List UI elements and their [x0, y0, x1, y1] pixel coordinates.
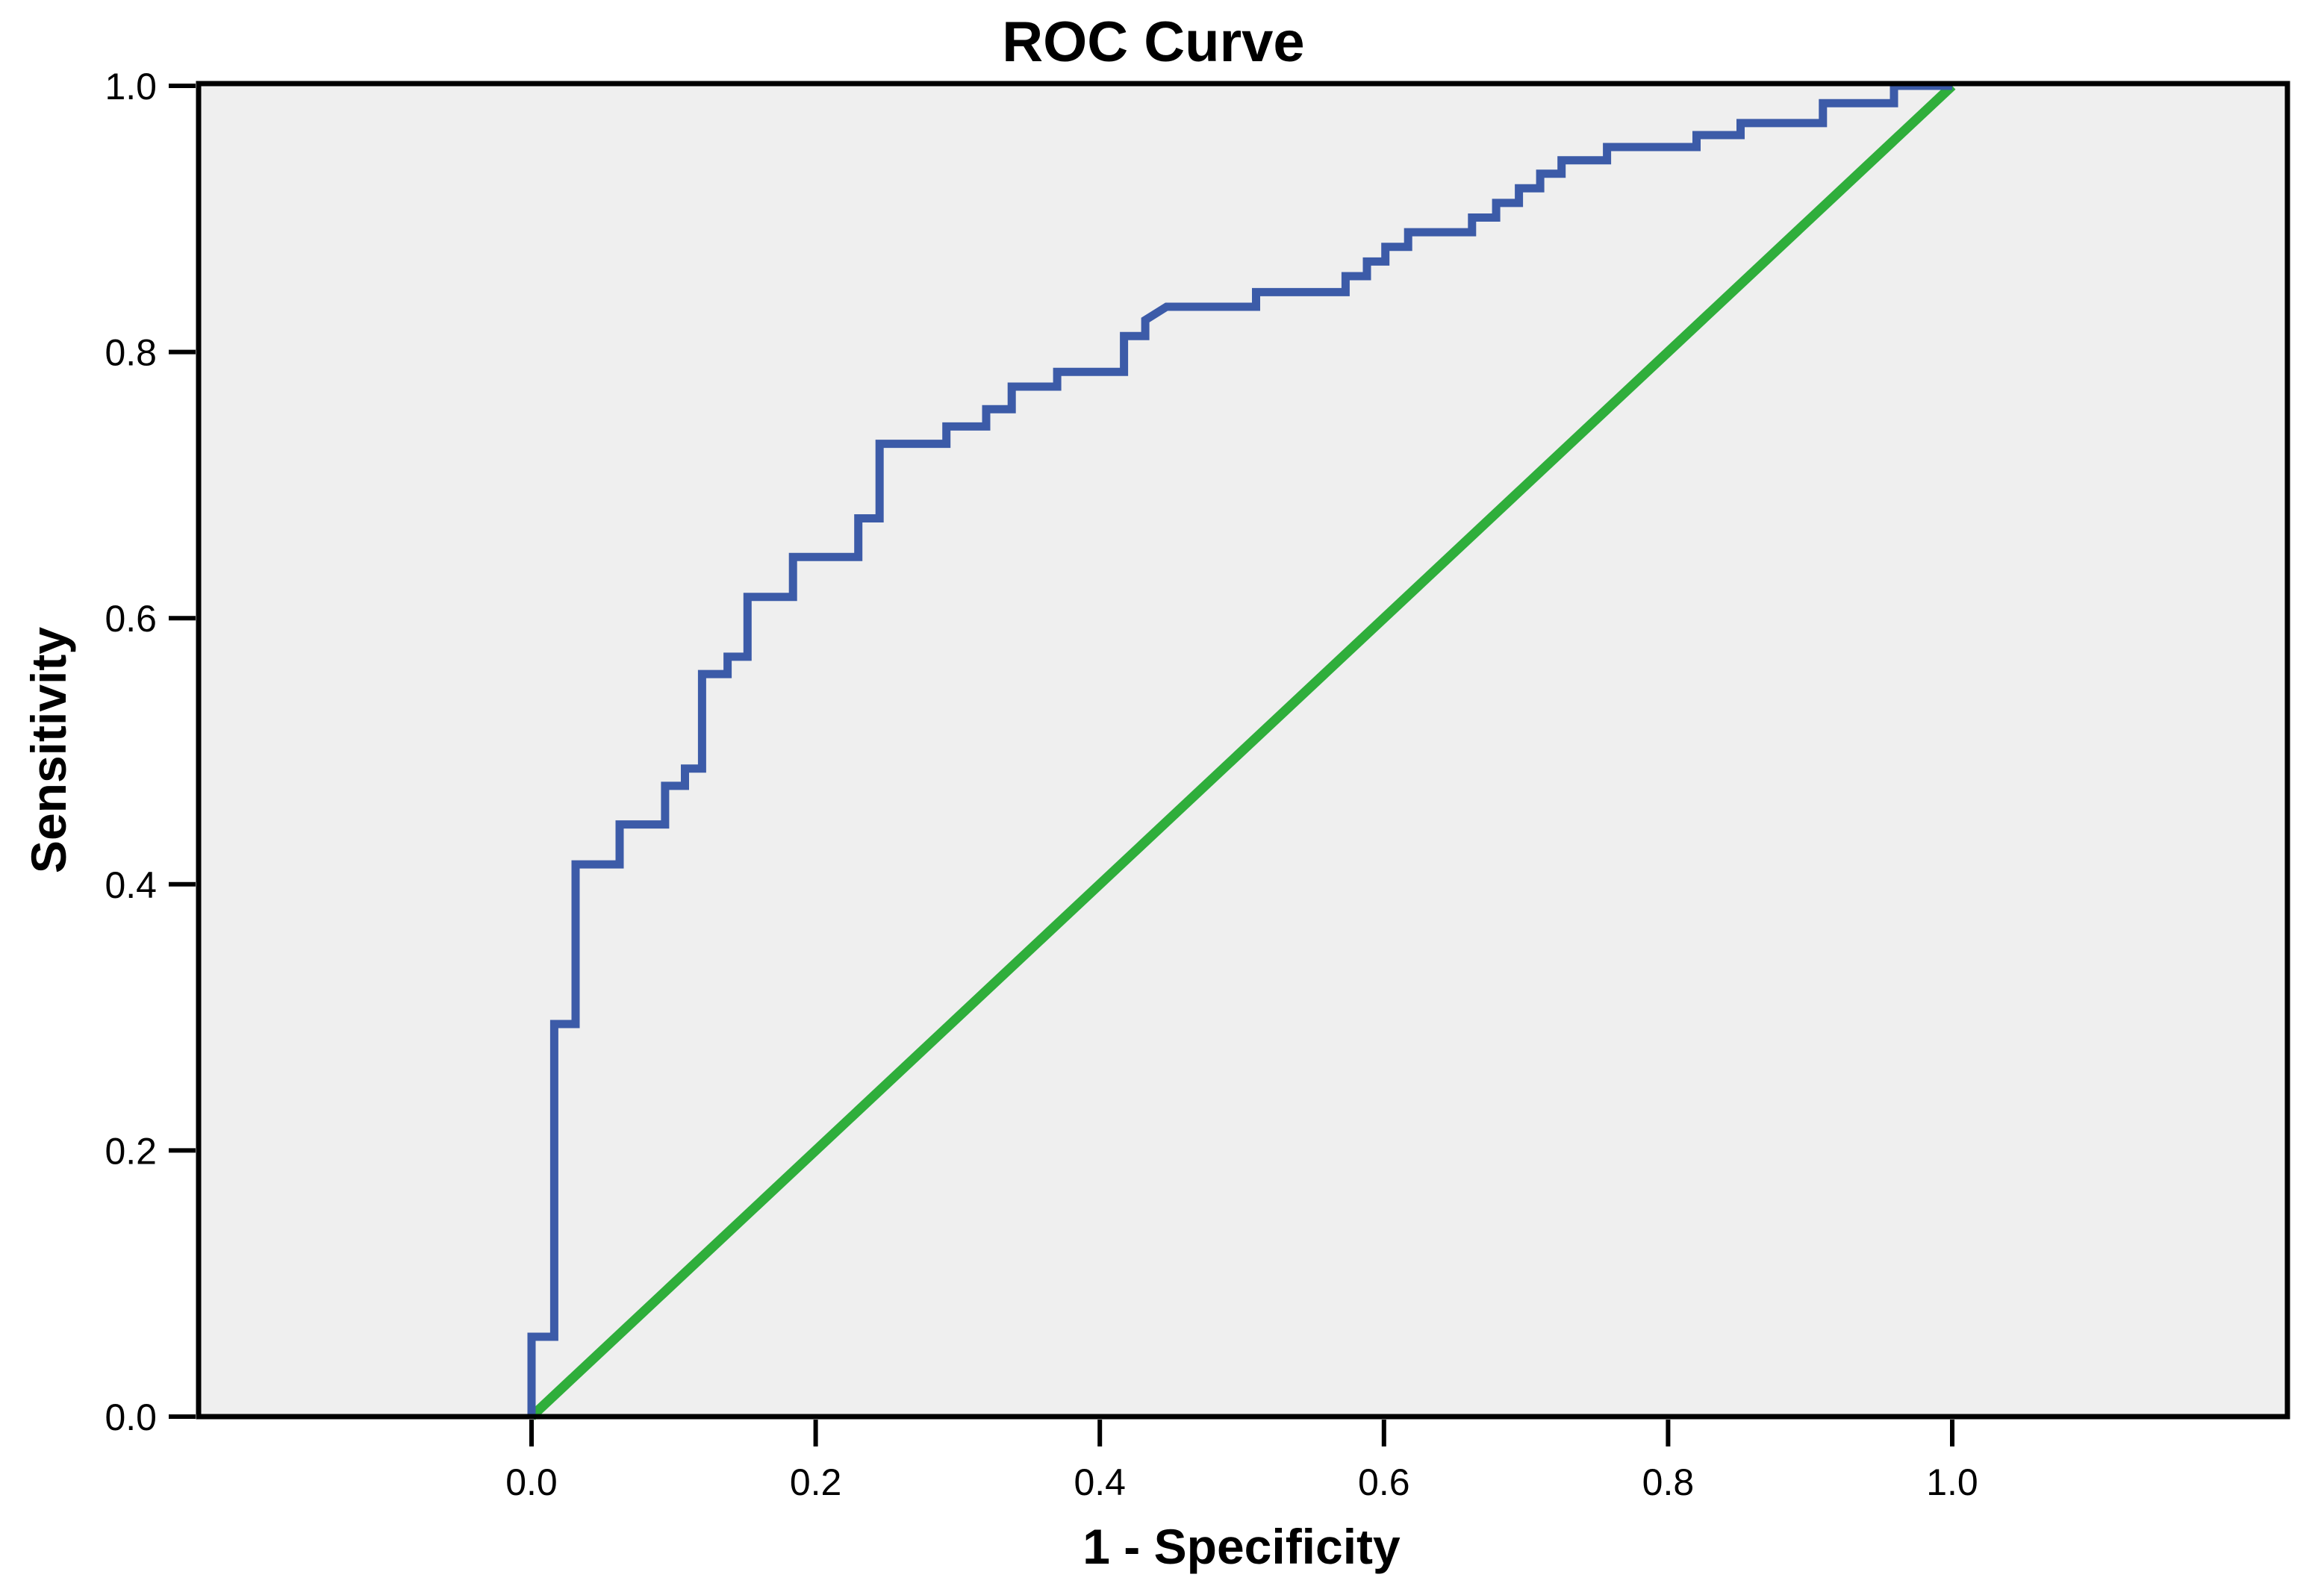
- y-tick-label: 0.0: [105, 1396, 157, 1438]
- x-tick-label: 0.2: [790, 1461, 842, 1503]
- roc-curve-line: [527, 81, 1952, 1417]
- y-axis-ticks: 0.0 0.2 0.4 0.6 0.8 1.0: [105, 66, 196, 1438]
- y-tick-label: 0.6: [105, 598, 157, 640]
- x-tick-label: 0.6: [1358, 1461, 1410, 1503]
- y-tick-label: 0.8: [105, 332, 157, 374]
- y-tick-label: 1.0: [105, 66, 157, 107]
- x-axis-label: 1 - Specificity: [1082, 1519, 1401, 1574]
- x-tick-label: 0.4: [1074, 1461, 1126, 1503]
- y-tick-label: 0.4: [105, 864, 157, 906]
- x-tick-label: 1.0: [1926, 1461, 1978, 1503]
- y-tick-label: 0.2: [105, 1130, 157, 1172]
- x-tick-label: 0.0: [505, 1461, 558, 1503]
- y-axis-label: Sensitivity: [21, 627, 76, 873]
- chart-title: ROC Curve: [1002, 10, 1304, 74]
- x-tick-label: 0.8: [1642, 1461, 1695, 1503]
- reference-line: [528, 82, 1956, 1420]
- x-axis-ticks: 0.0 0.2 0.4 0.6 0.8 1.0: [505, 1420, 1978, 1503]
- plot-area-border: [196, 81, 2290, 1420]
